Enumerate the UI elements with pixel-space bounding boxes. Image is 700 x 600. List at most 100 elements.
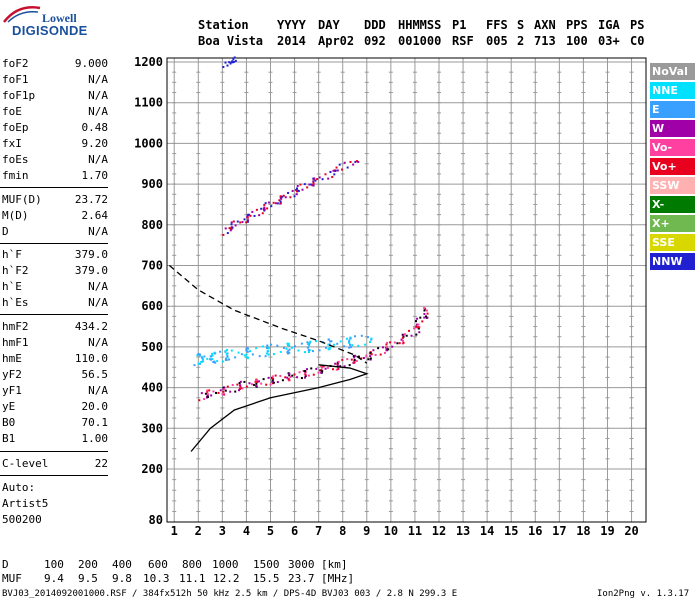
echo-point: [238, 381, 241, 384]
echo-point: [301, 188, 304, 191]
param-row: yF1 N/A: [2, 384, 108, 398]
legend-item-sse: SSE: [650, 234, 695, 251]
header-value-axn: 713: [534, 34, 556, 48]
param-value: N/A: [88, 280, 108, 293]
param-key: foEp: [2, 121, 29, 134]
echo-point: [222, 390, 225, 393]
echo-point: [306, 186, 309, 189]
param-key: fxI: [2, 137, 22, 150]
echo-point: [258, 214, 261, 217]
echo-point: [198, 353, 201, 356]
echo-point: [349, 346, 352, 349]
echo-point: [270, 205, 273, 208]
echo-point: [423, 307, 426, 310]
legend-item-noval: NoVal: [650, 63, 695, 80]
echo-point: [266, 344, 269, 347]
echo-point: [309, 340, 312, 343]
echo-point: [415, 325, 418, 328]
echo-point: [345, 337, 348, 340]
echo-point: [230, 61, 233, 64]
echo-point: [236, 383, 239, 386]
echo-point: [204, 392, 207, 395]
echo-point: [387, 348, 390, 351]
echo-point: [369, 357, 372, 360]
echo-point: [314, 179, 317, 182]
header-label-axn: AXN: [534, 18, 556, 32]
echo-point: [348, 342, 351, 345]
echo-point: [315, 367, 318, 370]
param-key: yF1: [2, 384, 22, 397]
echo-point: [327, 338, 330, 341]
header-label-ps: PS: [630, 18, 645, 32]
echo-point: [234, 390, 237, 393]
param-value: 23.72: [74, 193, 108, 206]
echo-point: [224, 389, 227, 392]
param-row: h`E N/A: [2, 280, 108, 294]
echo-point: [248, 213, 251, 216]
echo-point: [321, 366, 324, 369]
echo-point: [416, 323, 419, 326]
echo-point: [326, 366, 329, 369]
param-row: fmin 1.70: [2, 169, 108, 183]
echo-point: [248, 382, 251, 385]
y-tick-label: 200: [141, 462, 163, 476]
echo-point: [289, 196, 292, 199]
echo-point: [255, 382, 258, 385]
header-label-s: S: [517, 18, 525, 32]
header-value-ps: C0: [630, 34, 645, 48]
footer-muf-value: 11.1: [179, 572, 206, 585]
echo-point: [222, 392, 225, 395]
echo-point: [402, 334, 405, 337]
echo-point: [423, 309, 426, 312]
echo-point: [322, 365, 325, 368]
x-tick-label: 4: [243, 524, 250, 538]
param-key: fmin: [2, 169, 29, 182]
echo-point: [232, 220, 235, 223]
echo-point: [246, 216, 249, 219]
echo-point: [222, 386, 225, 389]
echo-point: [357, 344, 360, 347]
echo-point: [370, 337, 373, 340]
echo-point: [225, 352, 228, 355]
y-tick-label: 800: [141, 218, 163, 232]
echo-point: [258, 380, 261, 383]
echo-point: [256, 380, 259, 383]
echo-point: [226, 356, 229, 359]
echo-point: [243, 380, 246, 383]
echo-point: [286, 376, 289, 379]
echo-point: [293, 373, 296, 376]
echo-point: [255, 347, 258, 350]
legend-item-e: E: [650, 101, 695, 118]
echo-point: [328, 343, 331, 346]
echo-point: [355, 359, 358, 362]
echo-point: [401, 336, 404, 339]
echo-point: [223, 388, 226, 391]
x-tick-label: 1: [171, 524, 178, 538]
echo-point: [298, 371, 301, 374]
echo-point: [196, 354, 199, 357]
param-row: h`Es N/A: [2, 296, 108, 310]
echo-point: [261, 345, 264, 348]
auto-artist: Artist5: [2, 497, 49, 510]
header-value-pps: 100: [566, 34, 588, 48]
echo-point: [321, 178, 324, 181]
echo-point: [230, 221, 233, 224]
footer-file-info: BVJ03_2014092001000.RSF / 384fx512h 50 k…: [2, 589, 458, 599]
param-key: foF1p: [2, 89, 36, 102]
echo-point: [410, 334, 413, 337]
echo-point: [239, 380, 242, 383]
echo-point: [197, 352, 200, 355]
echo-point: [276, 381, 279, 384]
echo-point: [245, 349, 248, 352]
echo-point: [386, 346, 389, 349]
param-value: N/A: [88, 296, 108, 309]
echo-point: [265, 352, 268, 355]
echo-point: [226, 64, 229, 67]
echo-point: [312, 180, 315, 183]
echo-point: [287, 344, 290, 347]
echo-point: [250, 383, 253, 386]
echo-point: [254, 380, 257, 383]
echo-point: [224, 61, 227, 64]
echo-point: [426, 312, 429, 315]
echo-point: [210, 358, 213, 361]
